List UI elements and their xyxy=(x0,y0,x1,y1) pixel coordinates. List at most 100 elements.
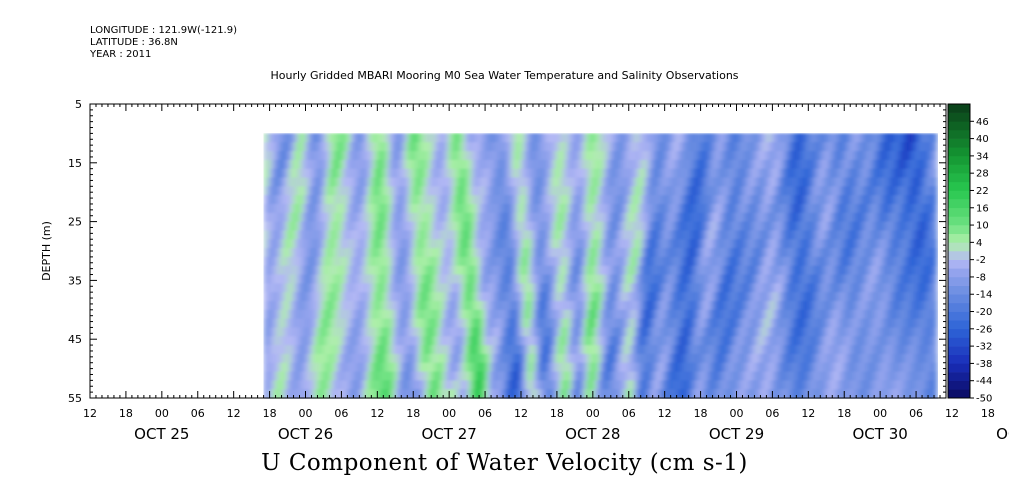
heatmap-cell xyxy=(574,265,579,276)
heatmap-cell xyxy=(431,300,435,311)
heatmap-cell xyxy=(574,142,579,152)
heatmap-cell xyxy=(574,309,579,320)
heatmap-cell xyxy=(350,159,354,170)
heatmap-cell xyxy=(404,151,408,161)
heatmap-cell xyxy=(688,309,693,320)
heatmap-cell xyxy=(323,362,328,373)
heatmap-cell xyxy=(718,239,723,249)
heatmap-cell xyxy=(452,353,456,364)
heatmap-cell xyxy=(392,300,396,311)
heatmap-cell xyxy=(586,389,591,399)
heatmap-cell xyxy=(443,380,447,390)
heatmap-cell xyxy=(664,336,669,346)
heatmap-cell xyxy=(389,133,393,143)
heatmap-cell xyxy=(523,362,528,373)
heatmap-cell xyxy=(314,345,319,355)
heatmap-cell xyxy=(745,230,750,240)
heatmap-cell xyxy=(610,265,615,276)
heatmap-cell xyxy=(281,203,286,214)
heatmap-cell xyxy=(503,248,507,258)
heatmap-cell xyxy=(428,327,432,337)
heatmap-cell xyxy=(473,283,477,293)
heatmap-cell xyxy=(494,274,498,284)
heatmap-cell xyxy=(619,168,624,179)
heatmap-cell xyxy=(676,230,681,240)
heatmap-cell xyxy=(386,283,390,293)
heatmap-cell xyxy=(482,362,486,373)
heatmap-cell xyxy=(529,203,534,214)
heatmap-cell xyxy=(652,371,657,381)
heatmap-cell xyxy=(649,380,654,390)
heatmap-cell xyxy=(269,230,274,240)
heatmap-cell xyxy=(625,300,630,311)
heatmap-cell xyxy=(658,309,663,320)
heatmap-cell xyxy=(458,195,462,205)
heatmap-cell xyxy=(553,371,558,381)
heatmap-cell xyxy=(500,371,504,381)
heatmap-cell xyxy=(688,371,693,381)
heatmap-cell xyxy=(284,274,289,284)
heatmap-cell xyxy=(368,300,372,311)
heatmap-cell xyxy=(628,389,633,399)
heatmap-cell xyxy=(386,177,390,187)
heatmap-cell xyxy=(538,221,543,232)
heatmap-cell xyxy=(652,186,657,196)
heatmap-cell xyxy=(547,186,552,196)
heatmap-cell xyxy=(625,327,630,337)
heatmap-cell xyxy=(476,274,480,284)
heatmap-cell xyxy=(568,353,573,364)
heatmap-cell xyxy=(416,195,420,205)
heatmap-cell xyxy=(512,371,516,381)
heatmap-cell xyxy=(640,283,645,293)
heatmap-cell xyxy=(482,292,486,302)
heatmap-cell xyxy=(371,362,375,373)
heatmap-cell xyxy=(607,318,612,329)
heatmap-cell xyxy=(688,151,693,161)
heatmap-cell xyxy=(464,362,468,373)
heatmap-cell xyxy=(682,133,687,143)
heatmap-cell xyxy=(353,309,357,320)
heatmap-cell xyxy=(739,142,744,152)
heatmap-cell xyxy=(485,168,489,179)
heatmap-cell xyxy=(377,256,381,267)
heatmap-cell xyxy=(751,177,756,187)
heatmap-cell xyxy=(634,230,639,240)
heatmap-cell xyxy=(407,159,411,170)
heatmap-cell xyxy=(398,159,402,170)
heatmap-cell xyxy=(601,159,606,170)
heatmap-cell xyxy=(586,380,591,390)
heatmap-cell xyxy=(452,159,456,170)
heatmap-cell xyxy=(377,389,381,399)
heatmap-cell xyxy=(518,309,522,320)
heatmap-cell xyxy=(515,300,519,311)
heatmap-cell xyxy=(464,256,468,267)
heatmap-cell xyxy=(398,292,402,302)
heatmap-cell xyxy=(592,195,597,205)
heatmap-cell xyxy=(386,274,390,284)
heatmap-cell xyxy=(278,327,283,337)
heatmap-cell xyxy=(509,389,513,399)
heatmap-cell xyxy=(709,362,714,373)
heatmap-cell xyxy=(751,362,756,373)
heatmap-cell xyxy=(658,318,663,329)
heatmap-cell xyxy=(428,142,432,152)
heatmap-cell xyxy=(574,159,579,170)
heatmap-cell xyxy=(694,212,699,223)
heatmap-cell xyxy=(538,336,543,346)
heatmap-cell xyxy=(365,177,369,187)
heatmap-cell xyxy=(586,265,591,276)
heatmap-cell xyxy=(724,142,729,152)
heatmap-cell xyxy=(263,265,268,276)
heatmap-cell xyxy=(410,389,414,399)
heatmap-cell xyxy=(601,274,606,284)
heatmap-cell xyxy=(263,345,268,355)
heatmap-cell xyxy=(308,371,313,381)
heatmap-cell xyxy=(326,195,331,205)
heatmap-cell xyxy=(419,292,423,302)
heatmap-cell xyxy=(649,248,654,258)
heatmap-cell xyxy=(682,248,687,258)
heatmap-cell xyxy=(760,203,765,214)
heatmap-cell xyxy=(344,362,348,373)
heatmap-cell xyxy=(419,362,423,373)
heatmap-cell xyxy=(488,168,492,179)
